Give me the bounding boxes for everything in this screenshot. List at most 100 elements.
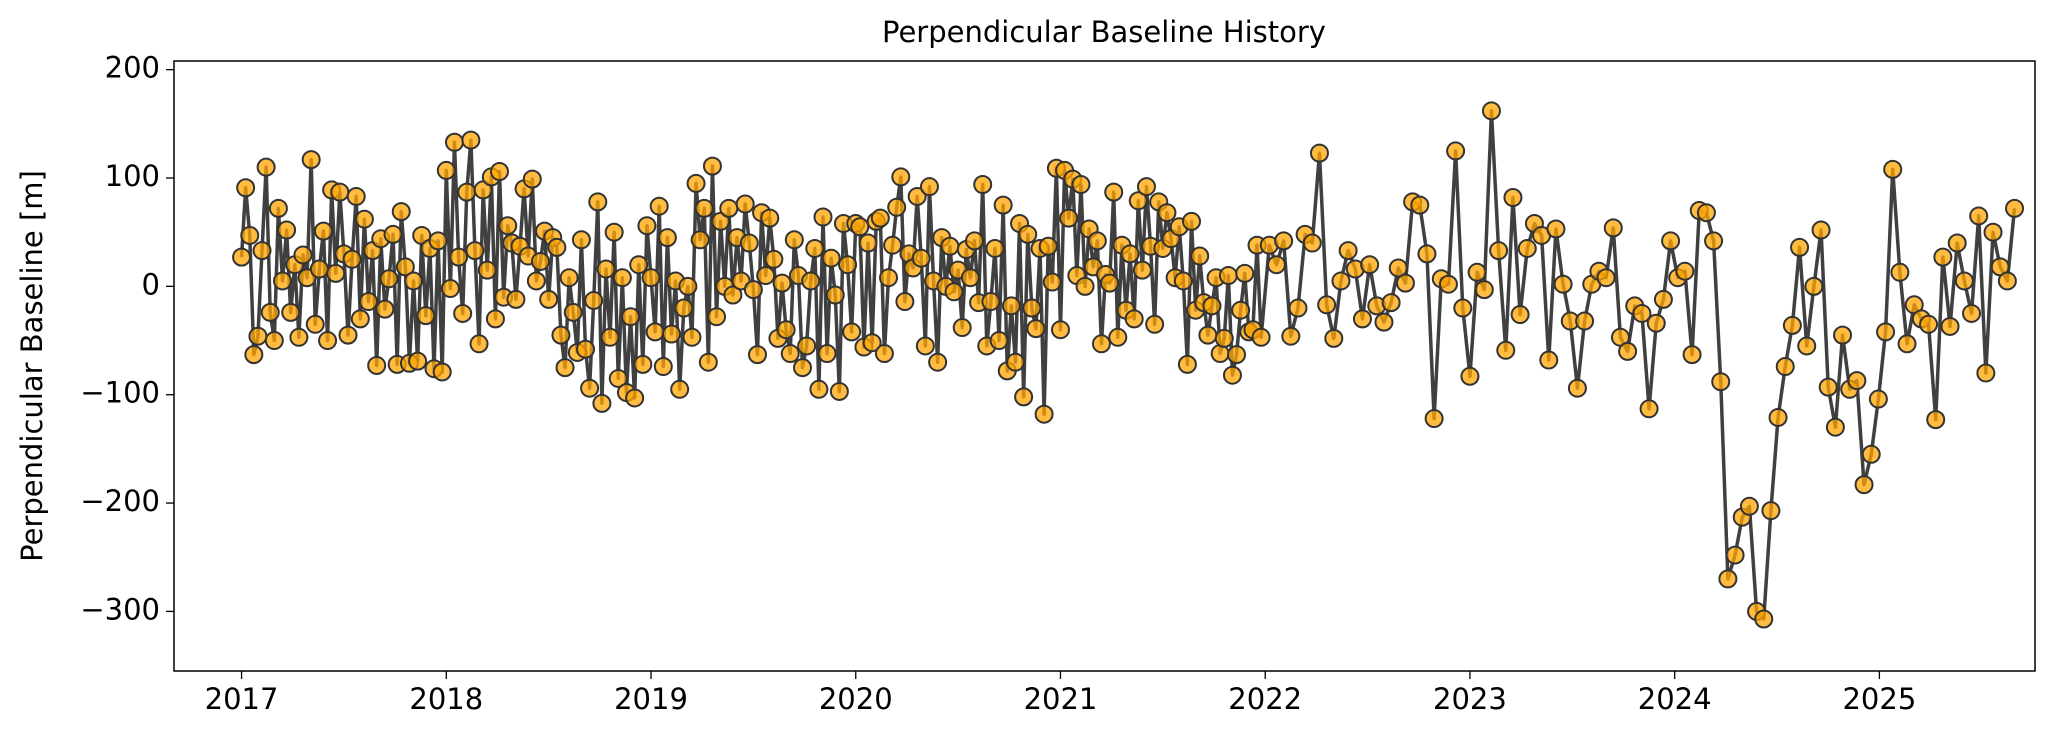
data-point xyxy=(1059,208,1079,228)
data-point xyxy=(313,221,333,241)
y-tick-label: −300 xyxy=(80,592,160,626)
data-point xyxy=(1539,350,1559,370)
data-point xyxy=(346,186,366,206)
data-point xyxy=(1768,407,1788,427)
x-tick-label: 2025 xyxy=(1842,682,1916,716)
data-point xyxy=(739,233,759,253)
data-point xyxy=(1618,341,1638,361)
x-tick-label: 2020 xyxy=(819,682,893,716)
data-point xyxy=(440,279,460,299)
data-point xyxy=(1682,345,1702,365)
data-point xyxy=(809,379,829,399)
data-point xyxy=(1251,327,1271,347)
data-point xyxy=(358,292,378,312)
data-point xyxy=(1847,371,1867,391)
data-point xyxy=(895,292,915,312)
data-point xyxy=(461,130,481,150)
data-point xyxy=(1417,244,1437,264)
data-point xyxy=(563,302,583,322)
data-point xyxy=(252,241,272,261)
data-point xyxy=(1177,354,1197,374)
data-point xyxy=(375,299,395,319)
data-point xyxy=(952,318,972,338)
data-point xyxy=(1108,327,1128,347)
data-point xyxy=(1661,231,1681,251)
data-point xyxy=(1075,276,1095,296)
data-point xyxy=(1317,295,1337,315)
data-point xyxy=(1190,246,1210,266)
data-point xyxy=(662,324,681,344)
data-point xyxy=(469,334,489,354)
data-point xyxy=(1575,311,1595,331)
data-point xyxy=(293,245,313,265)
x-tick-label: 2024 xyxy=(1638,682,1712,716)
data-point xyxy=(702,156,722,176)
data-point xyxy=(584,290,604,310)
data-point xyxy=(838,255,858,275)
data-point xyxy=(760,208,780,228)
data-point xyxy=(686,173,706,193)
data-point xyxy=(1214,328,1234,348)
data-point xyxy=(1050,320,1070,340)
data-point xyxy=(874,344,894,364)
data-point xyxy=(1940,316,1960,336)
data-point xyxy=(354,209,374,229)
data-point xyxy=(277,220,297,240)
data-point xyxy=(960,268,980,288)
data-point xyxy=(309,259,329,279)
data-point xyxy=(1001,296,1021,316)
data-point xyxy=(1790,237,1810,257)
data-point xyxy=(485,309,505,329)
data-point xyxy=(1632,303,1652,323)
data-point xyxy=(1696,203,1716,223)
data-point xyxy=(1653,289,1673,309)
data-point xyxy=(1919,314,1939,334)
data-point xyxy=(1288,298,1308,318)
data-point xyxy=(232,247,252,267)
data-point xyxy=(592,393,612,413)
data-point xyxy=(735,194,755,214)
data-point xyxy=(600,327,620,347)
data-point xyxy=(1489,241,1509,261)
data-point xyxy=(756,266,776,286)
data-point xyxy=(318,331,338,351)
data-point xyxy=(1128,191,1148,211)
data-point xyxy=(1438,274,1458,294)
data-point xyxy=(719,198,739,218)
data-point xyxy=(1227,345,1247,365)
data-point xyxy=(825,285,845,305)
data-point xyxy=(1567,378,1587,398)
data-point xyxy=(383,224,403,244)
data-point xyxy=(555,358,575,378)
data-point xyxy=(891,167,911,187)
data-point xyxy=(1754,609,1774,629)
data-point xyxy=(1395,273,1415,293)
data-point xyxy=(416,306,436,326)
data-point xyxy=(1854,475,1874,495)
data-point xyxy=(1324,328,1344,348)
data-point xyxy=(248,326,268,346)
data-point xyxy=(850,217,870,237)
x-tick-label: 2019 xyxy=(614,682,688,716)
data-point xyxy=(530,251,550,271)
data-point xyxy=(1890,262,1910,282)
data-point xyxy=(821,248,841,268)
data-point xyxy=(236,178,256,198)
data-point xyxy=(973,175,993,195)
data-point xyxy=(1014,387,1034,407)
data-point xyxy=(1266,255,1286,275)
data-point xyxy=(1481,101,1501,121)
data-point xyxy=(1381,293,1401,313)
data-point xyxy=(1202,296,1222,316)
data-point xyxy=(1120,244,1140,264)
data-point xyxy=(391,202,411,222)
data-point xyxy=(1042,272,1062,292)
data-point xyxy=(682,327,702,347)
data-point xyxy=(1198,325,1218,345)
data-point xyxy=(1718,569,1738,589)
data-point xyxy=(858,233,878,253)
data-point xyxy=(1360,255,1380,275)
data-point xyxy=(1018,224,1038,244)
data-point xyxy=(367,355,387,375)
